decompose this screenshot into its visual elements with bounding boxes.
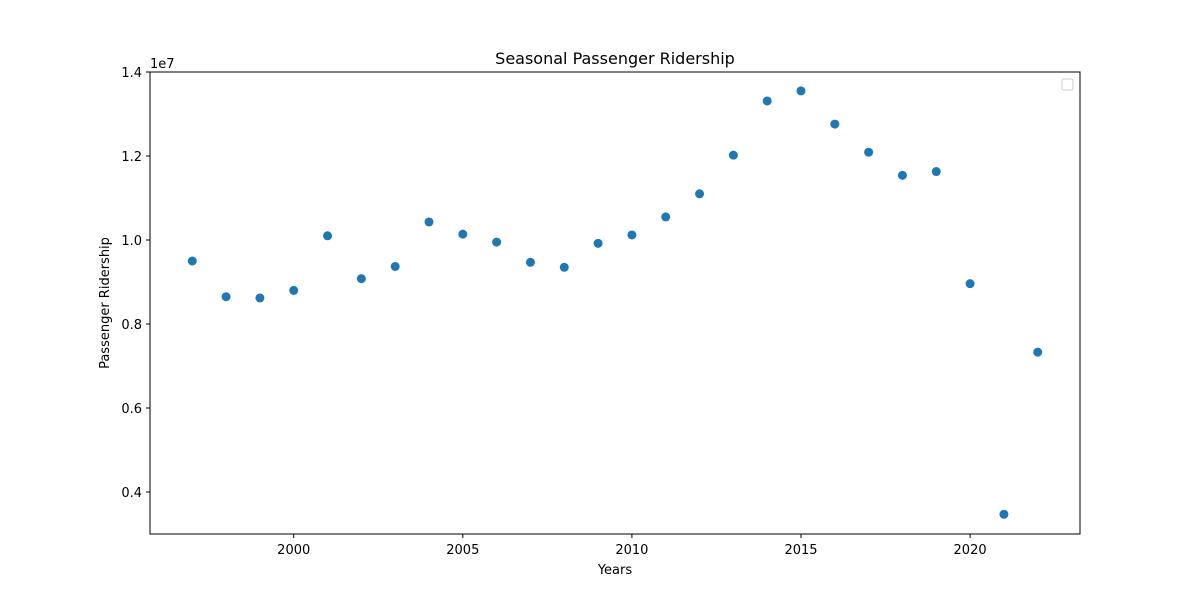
data-point bbox=[356, 274, 366, 284]
data-point bbox=[999, 509, 1009, 519]
x-tick-label: 2010 bbox=[615, 543, 648, 558]
data-point bbox=[796, 86, 806, 96]
chart-title: Seasonal Passenger Ridership bbox=[495, 49, 735, 68]
x-axis-label: Years bbox=[597, 563, 633, 578]
y-tick-label: 1.2 bbox=[121, 150, 142, 165]
data-point bbox=[559, 262, 569, 272]
x-tick-label: 2015 bbox=[784, 543, 817, 558]
data-point bbox=[830, 119, 840, 129]
y-axis-label: Passenger Ridership bbox=[98, 237, 113, 369]
data-point bbox=[187, 256, 197, 266]
y-tick-label: 1.0 bbox=[121, 234, 142, 249]
data-point bbox=[661, 212, 671, 222]
data-point bbox=[525, 257, 535, 267]
data-point bbox=[593, 238, 603, 248]
data-points bbox=[187, 86, 1043, 519]
data-point bbox=[965, 279, 975, 289]
x-axis-ticks: 2000 2005 2010 2015 2020 bbox=[277, 534, 987, 558]
data-point bbox=[458, 229, 468, 239]
x-tick-label: 2020 bbox=[954, 543, 987, 558]
data-point bbox=[1033, 347, 1043, 357]
data-point bbox=[931, 167, 941, 177]
y-tick-label: 0.8 bbox=[121, 318, 142, 333]
plot-area: 2000 2005 2010 2015 2020 0.4 0.6 0.8 1.0 1.2 1.4 bbox=[121, 66, 1081, 558]
y-tick-label: 0.4 bbox=[121, 486, 142, 501]
y-axis-offset-label: 1e7 bbox=[150, 57, 175, 72]
y-tick-label: 1.4 bbox=[121, 66, 142, 81]
x-tick-label: 2005 bbox=[446, 543, 479, 558]
data-point bbox=[695, 189, 705, 199]
data-point bbox=[492, 237, 502, 247]
data-point bbox=[424, 217, 434, 227]
data-point bbox=[728, 150, 738, 160]
data-point bbox=[864, 147, 874, 157]
y-tick-label: 0.6 bbox=[121, 402, 142, 417]
y-axis-ticks: 0.4 0.6 0.8 1.0 1.2 1.4 bbox=[121, 66, 150, 501]
x-tick-label: 2000 bbox=[277, 543, 310, 558]
data-point bbox=[762, 96, 772, 106]
data-point bbox=[323, 231, 333, 241]
data-point bbox=[627, 230, 637, 240]
data-point bbox=[897, 170, 907, 180]
data-point bbox=[221, 292, 231, 302]
axes-frame bbox=[149, 71, 1081, 535]
data-point bbox=[390, 261, 400, 271]
data-point bbox=[255, 293, 265, 303]
data-point bbox=[289, 285, 299, 295]
legend-box bbox=[1061, 78, 1074, 91]
